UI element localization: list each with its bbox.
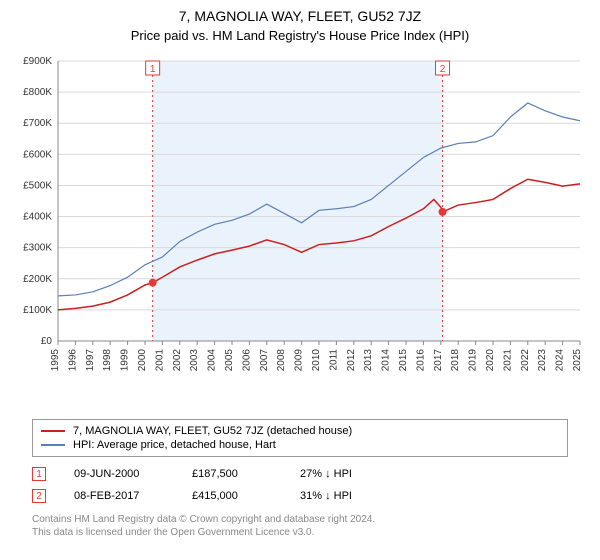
- svg-text:2022: 2022: [520, 349, 531, 372]
- svg-text:2019: 2019: [468, 349, 479, 372]
- svg-text:2008: 2008: [276, 349, 287, 372]
- svg-text:2013: 2013: [363, 349, 374, 372]
- svg-text:2023: 2023: [537, 349, 548, 372]
- footnote: Contains HM Land Registry data © Crown c…: [32, 513, 568, 539]
- svg-text:£300K: £300K: [23, 243, 52, 254]
- svg-text:£200K: £200K: [23, 274, 52, 285]
- svg-text:£600K: £600K: [23, 149, 52, 160]
- svg-text:2011: 2011: [328, 349, 339, 371]
- svg-text:2025: 2025: [572, 349, 583, 372]
- chart-area: £0 £100K £200K £300K £400K £500K £600K £700K £80…: [10, 51, 590, 411]
- legend-swatch-price: [41, 430, 65, 432]
- svg-text:£100K: £100K: [23, 305, 52, 316]
- svg-text:2015: 2015: [398, 349, 409, 372]
- svg-text:1998: 1998: [102, 349, 113, 372]
- table-row: 2 08-FEB-2017 £415,000 31% ↓ HPI: [32, 485, 568, 507]
- legend-label-hpi: HPI: Average price, detached house, Hart: [73, 439, 276, 451]
- svg-text:2018: 2018: [450, 349, 461, 372]
- svg-text:2021: 2021: [502, 349, 513, 372]
- svg-text:£500K: £500K: [23, 180, 52, 191]
- svg-text:2009: 2009: [294, 349, 305, 372]
- svg-text:1999: 1999: [120, 349, 131, 372]
- svg-text:2001: 2001: [154, 349, 165, 372]
- sales-table: 1 09-JUN-2000 £187,500 27% ↓ HPI 2 08-FE…: [32, 463, 568, 507]
- svg-text:2017: 2017: [433, 349, 444, 372]
- sale-delta: 27% ↓ HPI: [300, 468, 352, 480]
- sale-price: £187,500: [192, 468, 272, 480]
- chart-subtitle: Price paid vs. HM Land Registry's House …: [0, 28, 600, 43]
- svg-text:2016: 2016: [415, 349, 426, 372]
- svg-text:2005: 2005: [224, 349, 235, 372]
- svg-text:2004: 2004: [207, 349, 218, 372]
- svg-text:2010: 2010: [311, 349, 322, 372]
- svg-text:£800K: £800K: [23, 87, 52, 98]
- legend: 7, MAGNOLIA WAY, FLEET, GU52 7JZ (detach…: [32, 419, 568, 457]
- chart-title: 7, MAGNOLIA WAY, FLEET, GU52 7JZ: [0, 8, 600, 24]
- sale-delta: 31% ↓ HPI: [300, 490, 352, 502]
- sale-price: £415,000: [192, 490, 272, 502]
- svg-text:1: 1: [150, 64, 156, 75]
- svg-text:1996: 1996: [67, 349, 78, 372]
- svg-text:2024: 2024: [555, 349, 566, 372]
- svg-text:2014: 2014: [381, 349, 392, 372]
- sale-date: 09-JUN-2000: [74, 468, 164, 480]
- svg-text:2000: 2000: [137, 349, 148, 372]
- svg-text:2020: 2020: [485, 349, 496, 372]
- svg-text:1997: 1997: [85, 349, 96, 372]
- sale-date: 08-FEB-2017: [74, 490, 164, 502]
- svg-text:1995: 1995: [50, 349, 61, 372]
- table-row: 1 09-JUN-2000 £187,500 27% ↓ HPI: [32, 463, 568, 485]
- svg-text:2007: 2007: [259, 349, 270, 372]
- svg-text:£700K: £700K: [23, 118, 52, 129]
- marker-box-2: 2: [32, 489, 46, 503]
- marker-box-1: 1: [32, 467, 46, 481]
- svg-text:2: 2: [440, 64, 446, 75]
- svg-text:2003: 2003: [189, 349, 200, 372]
- svg-text:2006: 2006: [241, 349, 252, 372]
- line-chart: £0 £100K £200K £300K £400K £500K £600K £700K £80…: [10, 51, 590, 411]
- svg-text:2012: 2012: [346, 349, 357, 372]
- footnote-line: This data is licensed under the Open Gov…: [32, 526, 568, 539]
- svg-text:2002: 2002: [172, 349, 183, 372]
- svg-text:£400K: £400K: [23, 212, 52, 223]
- footnote-line: Contains HM Land Registry data © Crown c…: [32, 513, 568, 526]
- legend-swatch-hpi: [41, 444, 65, 446]
- legend-label-price: 7, MAGNOLIA WAY, FLEET, GU52 7JZ (detach…: [73, 425, 352, 437]
- svg-text:£900K: £900K: [23, 56, 52, 67]
- svg-text:£0: £0: [41, 336, 53, 347]
